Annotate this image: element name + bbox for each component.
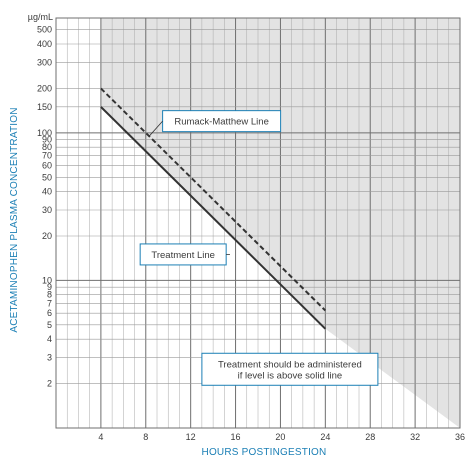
y-tick-label: 70 (42, 151, 52, 161)
x-tick-label: 32 (410, 432, 420, 442)
x-tick-label: 4 (98, 432, 103, 442)
y-tick-label: 90 (42, 135, 52, 145)
x-tick-label: 36 (455, 432, 465, 442)
y-tick-label: 10 (42, 275, 52, 285)
x-tick-label: 24 (320, 432, 330, 442)
y-tick-label: 100 (37, 128, 52, 138)
y-axis-title: ACETAMINOPHEN PLASMA CONCENTRATION (9, 107, 20, 332)
y-tick-label: 8 (47, 290, 52, 300)
callout-leader (148, 120, 163, 137)
y-tick-label: 20 (42, 231, 52, 241)
x-tick-label: 12 (186, 432, 196, 442)
y-tick-label: 5 (47, 320, 52, 330)
rumack-matthew-callout: Rumack-Matthew Line (148, 110, 282, 137)
y-tick-label: 4 (47, 334, 52, 344)
treatment-line (100, 106, 327, 330)
y-tick-label: 7 (47, 298, 52, 308)
callout-box (201, 352, 379, 386)
plot-frame (55, 17, 461, 429)
callout-text: Rumack-Matthew Line (174, 117, 269, 128)
y-tick-label: 40 (42, 187, 52, 197)
x-tick-label: 8 (143, 432, 148, 442)
y-tick-label: 9 (47, 282, 52, 292)
x-tick-label: 20 (275, 432, 285, 442)
y-unit-label: µg/mL (28, 12, 53, 22)
callout-text: Treatment Line (151, 250, 215, 261)
x-axis-title: HOURS POSTINGESTION (202, 447, 327, 458)
x-tick-label: 16 (231, 432, 241, 442)
y-tick-label: 400 (37, 39, 52, 49)
y-tick-label: 80 (42, 142, 52, 152)
y-tick-label: 30 (42, 205, 52, 215)
y-tick-label: 200 (37, 83, 52, 93)
callout-text: if level is above solid line (238, 370, 343, 381)
x-tick-label: 28 (365, 432, 375, 442)
y-tick-label: 500 (37, 25, 52, 35)
y-tick-label: 3 (47, 353, 52, 363)
y-tick-label: 6 (47, 308, 52, 318)
y-tick-label: 2 (47, 379, 52, 389)
y-tick-label: 60 (42, 161, 52, 171)
y-tick-label: 300 (37, 57, 52, 67)
y-tick-label: 150 (37, 102, 52, 112)
treatment-line-callout: Treatment Line (139, 243, 230, 266)
callout-text: Treatment should be administered (218, 359, 362, 370)
rumack-matthew-line (100, 87, 327, 312)
y-tick-label: 50 (42, 172, 52, 182)
